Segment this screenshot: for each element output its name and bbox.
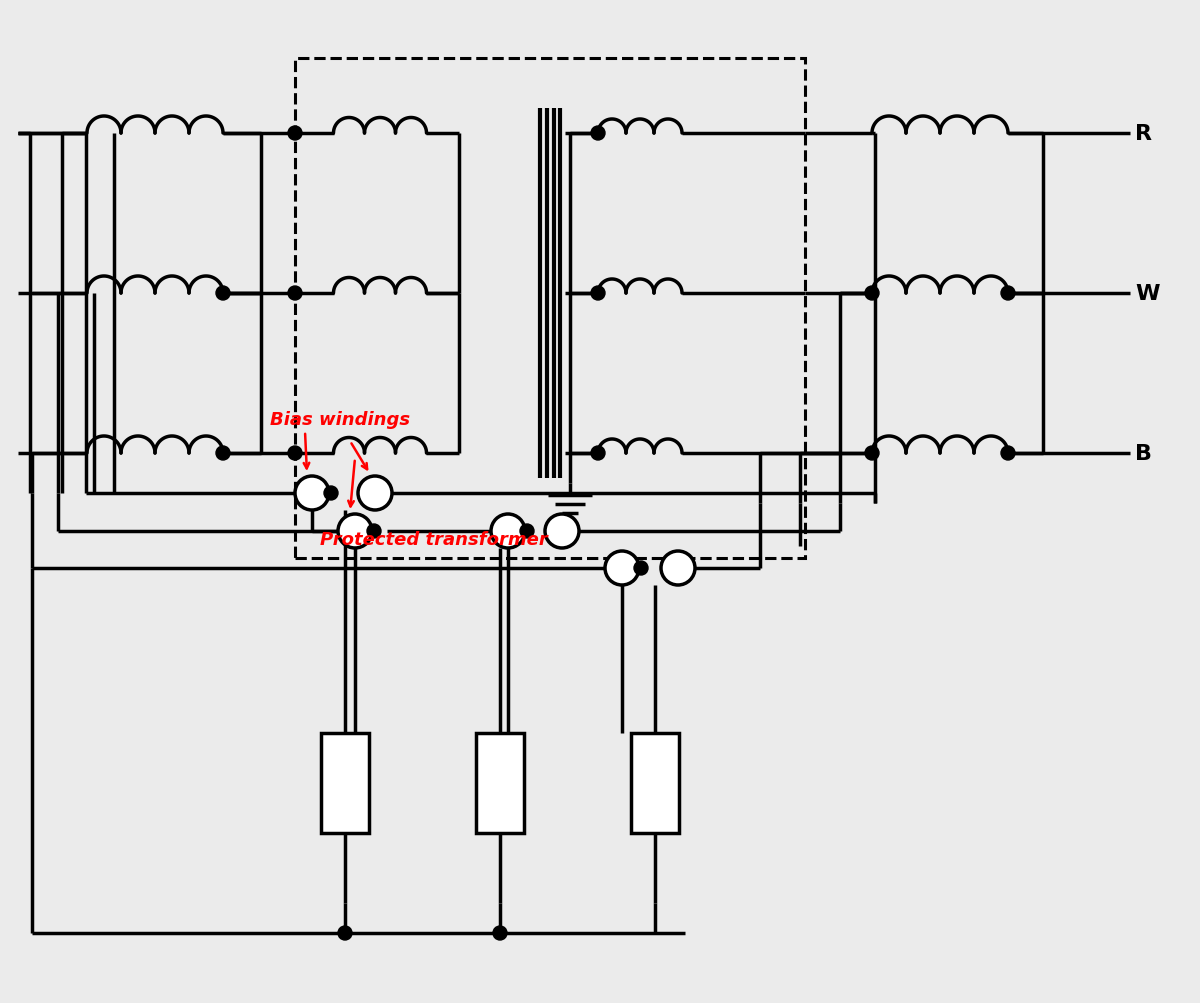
Circle shape (491, 515, 526, 549)
Bar (476, 733, 524, 833)
Circle shape (367, 525, 382, 539)
Circle shape (216, 287, 230, 301)
Circle shape (216, 446, 230, 460)
Text: R: R (1135, 124, 1152, 143)
Text: B: B (1135, 443, 1152, 463)
Text: W: W (1135, 284, 1159, 304)
Circle shape (520, 525, 534, 539)
Circle shape (288, 446, 302, 460)
Circle shape (338, 926, 352, 940)
Circle shape (865, 446, 880, 460)
Circle shape (605, 552, 640, 586)
Circle shape (288, 287, 302, 301)
Bar (295, 59, 805, 559)
Text: Bias windings: Bias windings (270, 410, 410, 428)
Circle shape (493, 926, 508, 940)
Circle shape (634, 562, 648, 576)
Circle shape (592, 446, 605, 460)
Circle shape (661, 552, 695, 586)
Circle shape (338, 515, 372, 549)
Circle shape (1001, 446, 1015, 460)
Circle shape (865, 287, 880, 301)
Text: Protected transformer: Protected transformer (320, 531, 547, 549)
Bar (322, 733, 370, 833)
Circle shape (358, 476, 392, 511)
Circle shape (324, 486, 338, 500)
Circle shape (295, 476, 329, 511)
Circle shape (592, 126, 605, 140)
Circle shape (1001, 287, 1015, 301)
Circle shape (545, 515, 580, 549)
Circle shape (288, 126, 302, 140)
Circle shape (592, 287, 605, 301)
Bar (631, 733, 679, 833)
